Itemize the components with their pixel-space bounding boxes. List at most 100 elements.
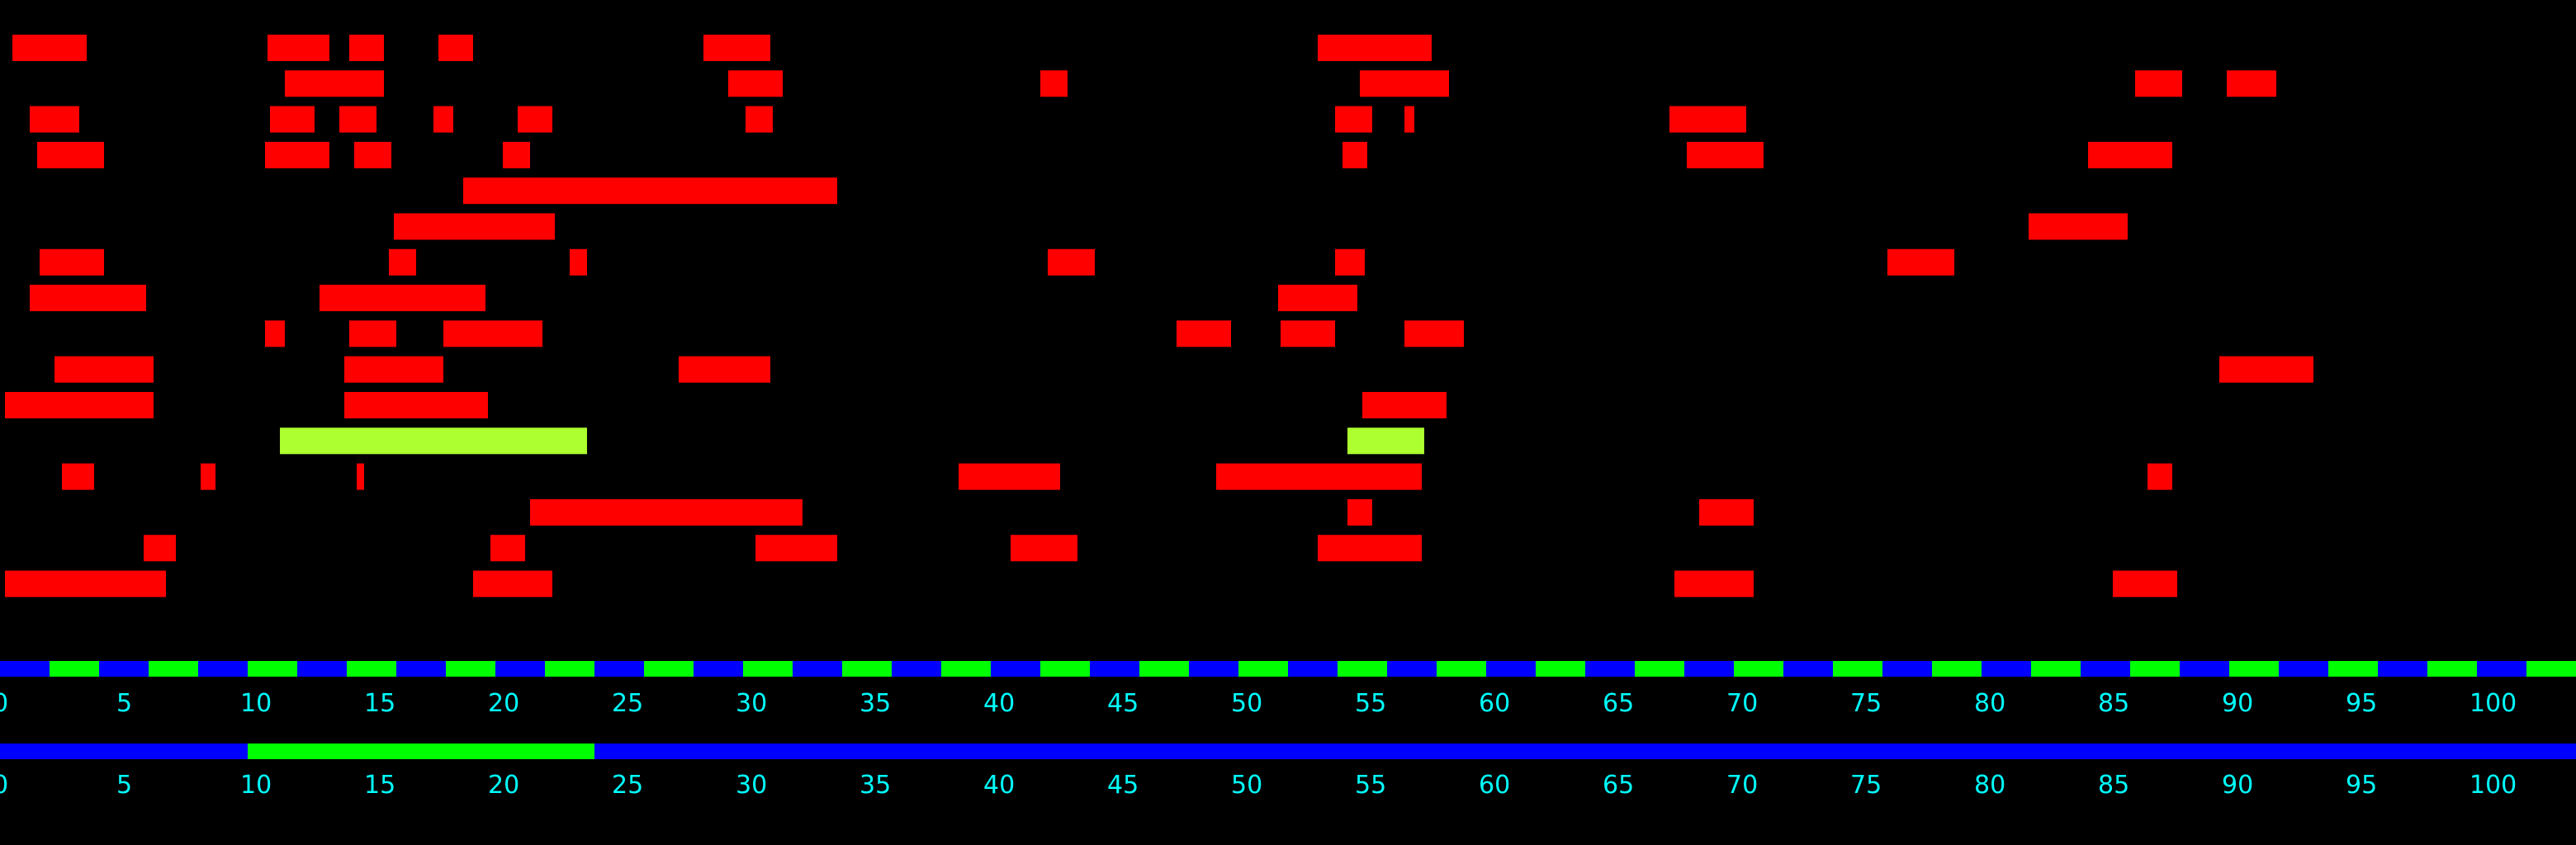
range-bar (265, 320, 285, 347)
range-bar (746, 106, 773, 133)
track-range-ticks: 0 5 10 15 20 25 30 35 40 45 50 55 60 65 70 75 80 85 90 95 10… (0, 771, 2517, 800)
tick-label: 90 (2222, 689, 2253, 718)
tick-label: 45 (1107, 689, 1139, 718)
tick-label: 100 (2469, 689, 2517, 718)
track-segment (1090, 661, 1140, 677)
range-bar (755, 535, 837, 562)
track-segment (2526, 661, 2576, 677)
track-segment (297, 661, 348, 677)
tick-label: 60 (1479, 689, 1510, 718)
tick-label: 35 (859, 771, 891, 800)
range-bar (1335, 248, 1365, 276)
tick-label: 45 (1107, 771, 1139, 800)
range-bar (2135, 70, 2182, 97)
tick-label: 75 (1850, 771, 1882, 800)
tick-label: 80 (1974, 689, 2005, 718)
range-bar (438, 35, 473, 61)
range-bar (62, 463, 94, 490)
range-bar (1669, 106, 1746, 133)
range-bar (1177, 320, 1231, 347)
range-bar (344, 392, 488, 418)
tick-label: 65 (1603, 771, 1634, 800)
range-bar (201, 463, 215, 490)
range-bar (433, 106, 453, 133)
range-bar (518, 106, 552, 133)
range-bar (285, 70, 384, 97)
range-bar (463, 177, 837, 205)
track-segment (1486, 661, 1537, 677)
tick-label: 25 (612, 771, 643, 800)
range-bar (2227, 70, 2276, 97)
range-bar (473, 570, 552, 597)
tick-label: 35 (859, 689, 891, 718)
tick-label: 30 (736, 689, 767, 718)
tick-label: 40 (983, 771, 1015, 800)
range-bar (5, 392, 154, 418)
range-bar (443, 320, 542, 347)
range-bar (1318, 535, 1422, 562)
track-base (0, 744, 2576, 759)
track-alternating (0, 661, 2576, 677)
track-segment (2180, 661, 2230, 677)
track-segment (1982, 661, 2032, 677)
track-segment (1833, 661, 1883, 677)
tick-label: 85 (2098, 771, 2129, 800)
track-segment (2130, 661, 2181, 677)
tick-label: 25 (612, 689, 643, 718)
range-bar (344, 356, 443, 383)
range-bar (349, 320, 396, 347)
range-bar (1362, 392, 1447, 418)
track-segment (1238, 661, 1289, 677)
tick-label: 10 (240, 689, 272, 718)
range-bar (2147, 463, 2172, 490)
tick-label: 70 (1726, 689, 1758, 718)
track-segment (694, 661, 744, 677)
track-segment (743, 661, 793, 677)
range-bar (2088, 141, 2172, 168)
tick-label: 80 (1974, 771, 2005, 800)
track-segment (1288, 661, 1338, 677)
track-segment (198, 661, 249, 677)
tick-label: 20 (488, 689, 519, 718)
tick-label: 0 (0, 689, 8, 718)
track-segment (248, 661, 298, 677)
tick-label: 85 (2098, 689, 2129, 718)
tick-label: 5 (116, 689, 132, 718)
range-bar (679, 356, 770, 383)
range-bar (268, 35, 329, 61)
tick-label: 100 (2469, 771, 2517, 800)
tick-label: 10 (240, 771, 272, 800)
tick-label: 60 (1479, 771, 1510, 800)
range-bar (490, 535, 525, 562)
range-bar (1887, 248, 1954, 276)
track-segment (545, 661, 595, 677)
range-bar (270, 106, 315, 133)
track-segment (347, 661, 397, 677)
range-bar (570, 248, 587, 276)
track-segment (842, 661, 893, 677)
range-bar (1404, 320, 1464, 347)
range-bar (265, 141, 329, 168)
range-bar (1040, 70, 1068, 97)
track-segment (1338, 661, 1388, 677)
range-bar (394, 213, 555, 240)
range-bar (30, 285, 146, 312)
track-segment (149, 661, 199, 677)
tick-label: 55 (1355, 771, 1386, 800)
range-bar (1011, 535, 1077, 562)
range-bar (728, 70, 783, 97)
range-bar (1318, 35, 1432, 61)
range-bar (144, 535, 176, 562)
tick-label: 50 (1231, 771, 1262, 800)
range-bar (1347, 498, 1372, 526)
track-segment (50, 661, 100, 677)
track-segment (941, 661, 992, 677)
track-highlight-range (248, 744, 594, 759)
range-bar (354, 141, 391, 168)
range-bar (40, 248, 104, 276)
tick-label: 95 (2346, 771, 2377, 800)
track-segment (1734, 661, 1784, 677)
range-bar (1216, 463, 1422, 490)
track-segment (991, 661, 1041, 677)
